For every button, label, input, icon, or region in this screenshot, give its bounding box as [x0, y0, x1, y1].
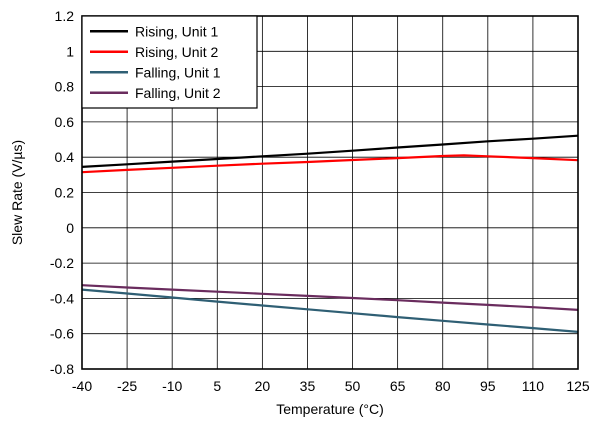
series-line-1 [81, 134, 579, 168]
y-tick-label: -0.6 [50, 326, 74, 342]
x-tick-label: 80 [435, 378, 451, 394]
x-tick-label: 125 [566, 378, 590, 394]
y-tick-label: -0.8 [50, 361, 74, 377]
x-tick-label: 35 [300, 378, 316, 394]
y-tick-labels: -0.8 -0.6 -0.4 -0.2 0 0.2 0.4 0.6 0.8 1 1.2 [50, 8, 74, 377]
legend: Rising, Unit 1 Rising, Unit 2 Falling, Uni… [81, 15, 258, 109]
x-tick-label: -10 [162, 378, 182, 394]
legend-label-2: Rising, Unit 2 [135, 44, 218, 60]
y-tick-label: -0.2 [50, 255, 74, 271]
y-tick-label: 1.2 [55, 8, 75, 24]
y-tick-label: 0 [66, 220, 74, 236]
y-tick-label: 0.4 [55, 149, 75, 165]
x-tick-label: 95 [480, 378, 496, 394]
y-tick-label: -0.4 [50, 290, 74, 306]
y-tick-label: 0.6 [55, 114, 75, 130]
legend-label-1: Rising, Unit 1 [135, 23, 218, 39]
x-tick-label: 65 [390, 378, 406, 394]
y-axis-title: Slew Rate (V/µs) [9, 140, 25, 245]
x-axis-title: Temperature (°C) [276, 401, 384, 417]
plot-frame [81, 15, 579, 370]
y-tick-label: 0.8 [55, 79, 75, 95]
x-tick-labels: -40 -25 -10 5 20 35 50 65 80 95 110 125 [72, 378, 590, 394]
series-lines [81, 134, 579, 333]
x-tick-label: -25 [117, 378, 137, 394]
legend-label-4: Falling, Unit 2 [135, 85, 221, 101]
series-line-3 [81, 288, 579, 333]
x-tick-label: 20 [255, 378, 271, 394]
x-tick-label: -40 [72, 378, 92, 394]
legend-label-3: Falling, Unit 1 [135, 64, 221, 80]
x-tick-label: 50 [345, 378, 361, 394]
series-line-2 [81, 154, 579, 174]
series-line-4 [81, 284, 579, 311]
x-tick-label: 5 [213, 378, 221, 394]
x-tick-label: 110 [522, 378, 545, 394]
y-tick-label: 1 [66, 43, 74, 59]
y-tick-label: 0.2 [55, 185, 75, 201]
